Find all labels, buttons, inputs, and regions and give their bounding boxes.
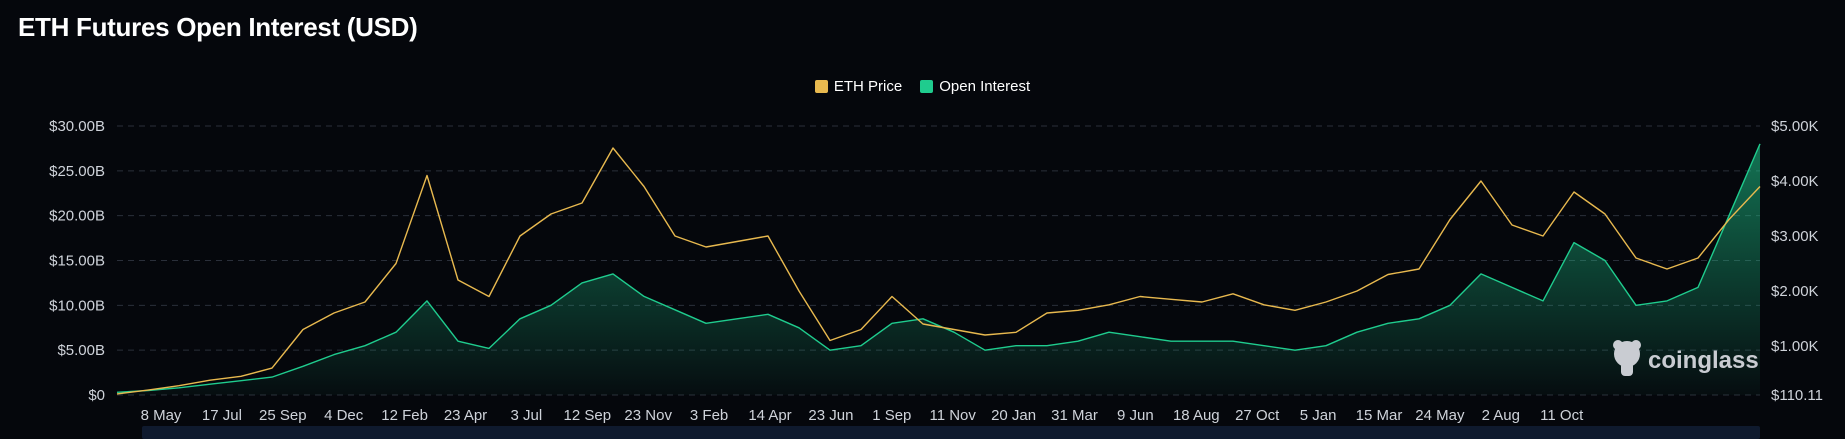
chart-range-scrollbar[interactable] [142, 426, 1760, 439]
watermark-text: coinglass [1648, 347, 1759, 374]
x-axis: 8 May 17 Jul 25 Sep 4 Dec 12 Feb 23 Apr 3 Jul 1… [141, 407, 1584, 424]
coinglass-logo-icon [1613, 340, 1641, 376]
x-axis-tick-label: 12 Sep [564, 407, 612, 424]
left-axis-tick-label: $30.00B [49, 118, 105, 135]
legend-swatch-open-interest [920, 80, 934, 93]
right-axis-tick-label: $5.00K [1771, 118, 1819, 135]
x-axis-tick-label: 9 Jun [1117, 407, 1154, 424]
open-interest-area [117, 143, 1760, 395]
x-axis-tick-label: 25 Sep [259, 407, 307, 424]
x-axis-tick-label: 23 Apr [444, 407, 487, 424]
x-axis-tick-label: 12 Feb [381, 407, 428, 424]
legend-label-eth-price: ETH Price [833, 78, 903, 95]
x-axis-tick-label: 4 Dec [324, 407, 364, 424]
x-axis-tick-label: 5 Jan [1300, 407, 1337, 424]
left-axis-tick-label: $10.00B [49, 297, 105, 314]
legend-item-eth-price[interactable]: ETH Price [814, 78, 903, 95]
left-axis-tick-label: $15.00B [49, 253, 105, 270]
left-axis-tick-label: $5.00B [57, 342, 105, 359]
chart-title: ETH Futures Open Interest (USD) [18, 12, 418, 42]
x-axis-tick-label: 27 Oct [1235, 407, 1280, 424]
right-axis-tick-label: $4.00K [1771, 173, 1819, 190]
coinglass-watermark: coinglass [1613, 340, 1759, 376]
right-axis-tick-label: $2.00K [1771, 283, 1819, 300]
left-axis-tick-label: $25.00B [49, 163, 105, 180]
right-axis-tick-label: $110.11 [1771, 387, 1823, 404]
right-axis-tick-label: $3.00K [1771, 228, 1819, 245]
right-axis: $110.11 $1.00K $2.00K $3.00K $4.00K $5.00K [1771, 118, 1823, 404]
x-axis-tick-label: 8 May [141, 407, 182, 424]
x-axis-tick-label: 3 Feb [690, 407, 728, 424]
left-axis-tick-label: $20.00B [49, 208, 105, 225]
x-axis-tick-label: 18 Aug [1173, 407, 1220, 424]
open-interest-line [116, 143, 1761, 393]
left-axis: $0 $5.00B $10.00B $15.00B $20.00B $25.00B $30.… [49, 118, 105, 404]
right-axis-tick-label: $1.00K [1771, 338, 1819, 355]
x-axis-tick-label: 15 Mar [1356, 407, 1403, 424]
x-axis-tick-label: 14 Apr [748, 407, 791, 424]
series-layer [116, 143, 1761, 395]
x-axis-tick-label: 3 Jul [511, 407, 543, 424]
legend-swatch-eth-price [814, 80, 828, 93]
x-axis-tick-label: 17 Jul [202, 407, 242, 424]
x-axis-tick-label: 20 Jan [991, 407, 1036, 424]
x-axis-tick-label: 23 Jun [808, 407, 853, 424]
chart-legend: ETH Price Open Interest [0, 78, 1845, 95]
x-axis-tick-label: 11 Nov [929, 407, 976, 424]
legend-item-open-interest[interactable]: Open Interest [920, 78, 1030, 95]
x-axis-tick-label: 23 Nov [624, 407, 672, 424]
legend-label-open-interest: Open Interest [939, 78, 1031, 95]
x-axis-tick-label: 1 Sep [872, 407, 911, 424]
x-axis-tick-label: 24 May [1415, 407, 1465, 424]
eth-price-line [116, 147, 1761, 395]
x-axis-tick-label: 2 Aug [1482, 407, 1520, 424]
left-axis-tick-label: $0 [88, 387, 105, 404]
x-axis-tick-label: 31 Mar [1051, 407, 1098, 424]
x-axis-tick-label: 11 Oct [1540, 407, 1584, 424]
